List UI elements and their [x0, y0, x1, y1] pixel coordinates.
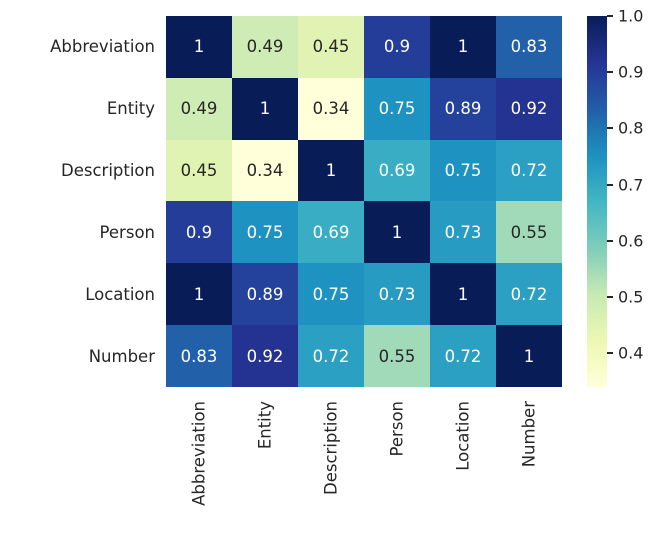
colorbar-tick-label-0.5: 0.5 — [618, 287, 644, 307]
colorbar-tick-mark — [607, 15, 613, 17]
heatmap-cell-entity-entity: 1 — [232, 77, 298, 140]
heatmap-cell-person-person: 1 — [364, 201, 430, 264]
heatmap-cell-entity-description: 0.34 — [298, 77, 364, 140]
colorbar-tick-mark — [607, 127, 613, 130]
heatmap-cell-location-entity: 0.89 — [232, 263, 298, 326]
y-tick-label-entity: Entity — [106, 99, 155, 119]
heatmap-cell-number-abbreviation: 0.83 — [166, 325, 232, 387]
heatmap-cell-abbreviation-abbreviation: 1 — [166, 16, 232, 78]
y-tick-label-description: Description — [61, 161, 155, 181]
heatmap-cell-location-abbreviation: 1 — [166, 263, 232, 326]
colorbar-tick-label-0.6: 0.6 — [618, 231, 644, 251]
heatmap-cell-description-location: 0.75 — [430, 139, 496, 202]
heatmap-cell-number-entity: 0.92 — [232, 325, 298, 387]
heatmap-cell-entity-location: 0.89 — [430, 77, 496, 140]
colorbar — [587, 16, 607, 387]
y-tick-label-number: Number — [88, 346, 155, 366]
x-tick-label-location: Location — [453, 401, 473, 471]
heatmap-cell-person-number: 0.55 — [496, 201, 562, 264]
heatmap-cell-abbreviation-entity: 0.49 — [232, 16, 298, 78]
heatmap-cell-number-person: 0.55 — [364, 325, 430, 387]
heatmap-cell-person-location: 0.73 — [430, 201, 496, 264]
heatmap-cell-description-person: 0.69 — [364, 139, 430, 202]
x-tick-label-abbreviation: Abbreviation — [189, 401, 209, 506]
x-tick-label-description: Description — [321, 401, 341, 495]
x-tick-label-person: Person — [387, 401, 407, 457]
y-tick-label-abbreviation: Abbreviation — [50, 37, 155, 57]
heatmap-cell-description-description: 1 — [298, 139, 364, 202]
colorbar-tick-mark — [607, 296, 613, 299]
heatmap-cell-location-location: 1 — [430, 263, 496, 326]
heatmap-cell-location-description: 0.75 — [298, 263, 364, 326]
y-tick-label-location: Location — [85, 284, 155, 304]
heatmap-cell-abbreviation-location: 1 — [430, 16, 496, 78]
colorbar-tick-label-0.9: 0.9 — [618, 62, 644, 82]
y-tick-label-person: Person — [99, 222, 155, 242]
heatmap-cell-location-person: 0.73 — [364, 263, 430, 326]
colorbar-tick-label-0.8: 0.8 — [618, 118, 644, 138]
heatmap-cell-number-description: 0.72 — [298, 325, 364, 387]
heatmap-cell-description-abbreviation: 0.45 — [166, 139, 232, 202]
heatmap-cell-person-description: 0.69 — [298, 201, 364, 264]
heatmap-cell-abbreviation-description: 0.45 — [298, 16, 364, 78]
heatmap-cell-number-number: 1 — [496, 325, 562, 387]
colorbar-tick-mark — [607, 183, 613, 186]
heatmap-grid: 1 0.49 0.45 0.9 1 0.83 0.49 1 0.34 0.75 0.89 0.92 0.… — [166, 16, 562, 387]
heatmap-cell-description-number: 0.72 — [496, 139, 562, 202]
heatmap-cell-entity-person: 0.75 — [364, 77, 430, 140]
heatmap-cell-location-number: 0.72 — [496, 263, 562, 326]
heatmap-cell-number-location: 0.72 — [430, 325, 496, 387]
x-tick-label-number: Number — [519, 401, 539, 468]
x-tick-label-entity: Entity — [255, 401, 275, 450]
colorbar-tick-label-0.4: 0.4 — [618, 343, 644, 363]
colorbar-tick-mark — [607, 352, 613, 355]
heatmap-cell-entity-number: 0.92 — [496, 77, 562, 140]
heatmap-cell-person-abbreviation: 0.9 — [166, 201, 232, 264]
colorbar-tick-label-0.7: 0.7 — [618, 175, 644, 195]
colorbar-tick-mark — [607, 71, 613, 74]
heatmap-cell-abbreviation-number: 0.83 — [496, 16, 562, 78]
heatmap-cell-person-entity: 0.75 — [232, 201, 298, 264]
colorbar-tick-label-1.0: 1.0 — [618, 6, 644, 26]
heatmap-cell-abbreviation-person: 0.9 — [364, 16, 430, 78]
heatmap-cell-entity-abbreviation: 0.49 — [166, 77, 232, 140]
colorbar-tick-mark — [607, 239, 613, 242]
heatmap-cell-description-entity: 0.34 — [232, 139, 298, 202]
